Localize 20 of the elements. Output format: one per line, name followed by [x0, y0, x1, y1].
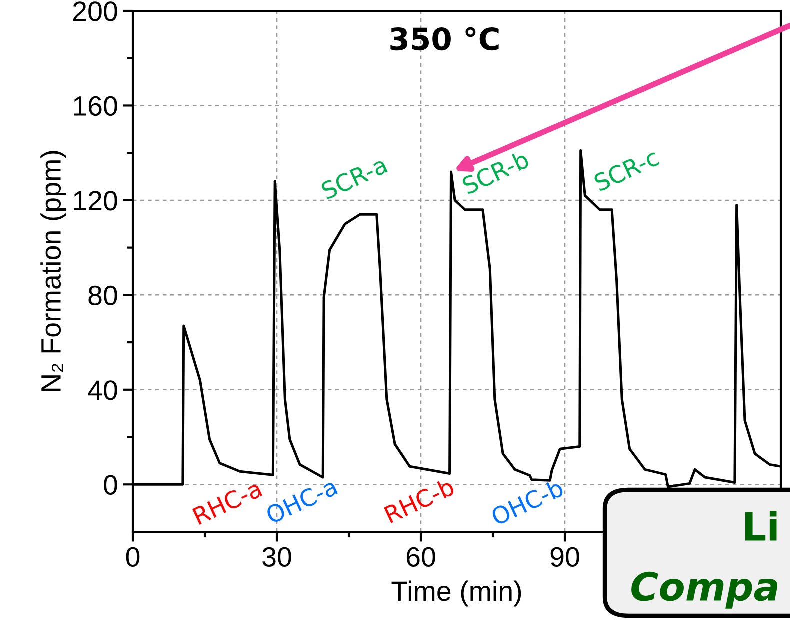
y-tick-label: 0	[104, 475, 118, 495]
annotation: SCR-c	[593, 148, 660, 192]
y-tick-label: 80	[88, 286, 118, 306]
annotation: OHC-a	[264, 478, 338, 524]
annotation: SCR-b	[461, 150, 530, 196]
text: Compa	[632, 572, 778, 609]
y-tick-label: 40	[88, 380, 118, 400]
x-tick-label: 60	[406, 547, 436, 567]
x-axis-title: Time (min)	[392, 580, 522, 607]
x-tick-label: 0	[126, 547, 140, 567]
x-tick-label: 30	[262, 547, 292, 567]
y-tick-label: 200	[73, 2, 118, 22]
y-axis-title: N₂ Formation (ppm)	[40, 151, 67, 392]
annotation: RHC-a	[192, 480, 263, 526]
y-tick-label: 120	[74, 191, 118, 211]
annotation: 350 °C	[390, 27, 499, 51]
x-tick-label: 90	[550, 547, 580, 567]
y-tick-label: 160	[74, 96, 118, 116]
annotation: SCR-a	[320, 156, 388, 200]
annotation: Li	[745, 511, 777, 541]
